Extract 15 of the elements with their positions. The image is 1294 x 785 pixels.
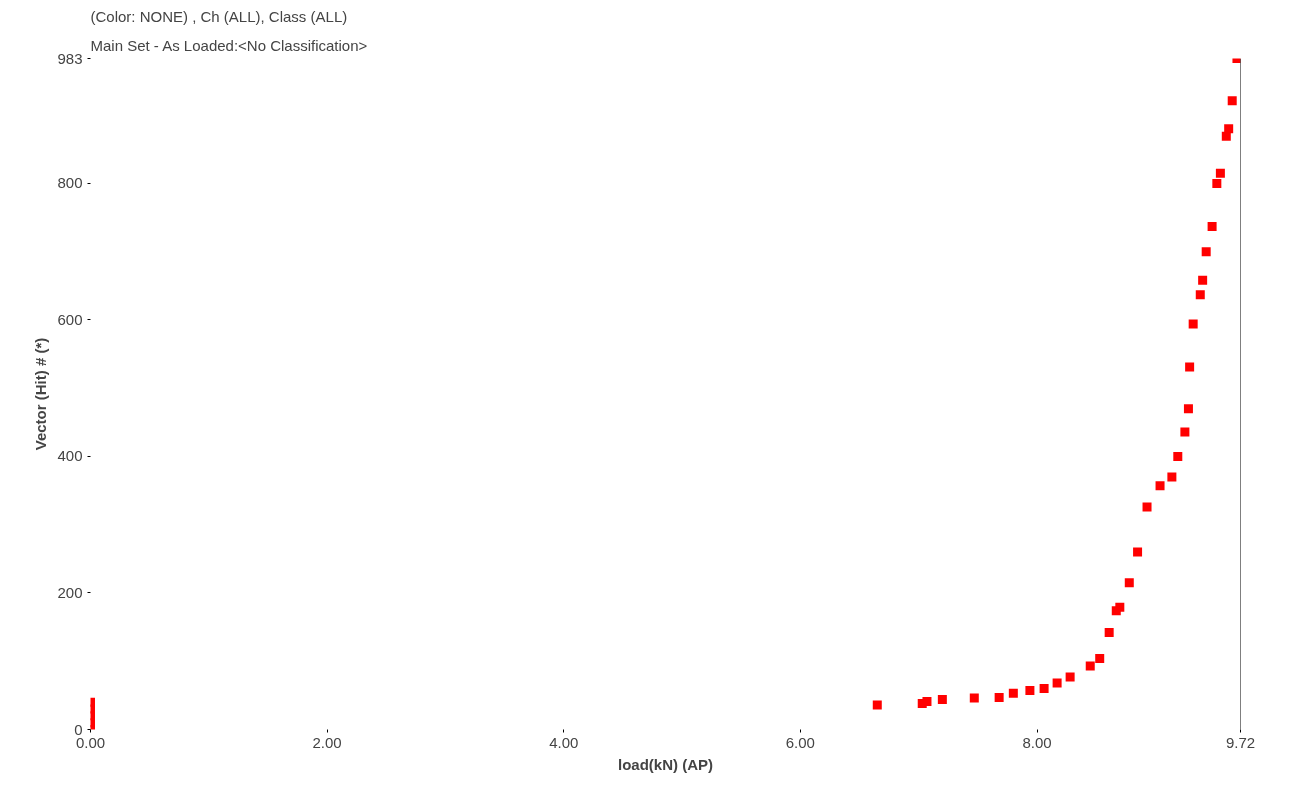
y-tick-label: 600	[57, 310, 83, 328]
x-tick-label: 6.00	[785, 733, 815, 751]
y-tick-label: 0	[74, 720, 83, 738]
x-axis-title: load(kN) (AP)	[618, 755, 713, 773]
x-tick-label: 8.00	[1022, 733, 1052, 751]
x-tick-label: 2.00	[312, 733, 342, 751]
x-tick-label: 4.00	[549, 733, 579, 751]
y-tick-label: 983	[57, 49, 83, 67]
x-tick-label: 9.72	[1225, 733, 1256, 751]
y-axis-title: Vector (Hit) # (*)	[32, 337, 50, 451]
y-tick-label: 800	[57, 174, 83, 192]
y-tick-label: 400	[57, 447, 83, 465]
chart-title: (Color: NONE) , Ch (ALL), Class (ALL)	[90, 7, 348, 25]
chart-subtitle: Main Set - As Loaded:<No Classification>	[90, 36, 368, 54]
y-tick-label: 200	[57, 583, 83, 601]
